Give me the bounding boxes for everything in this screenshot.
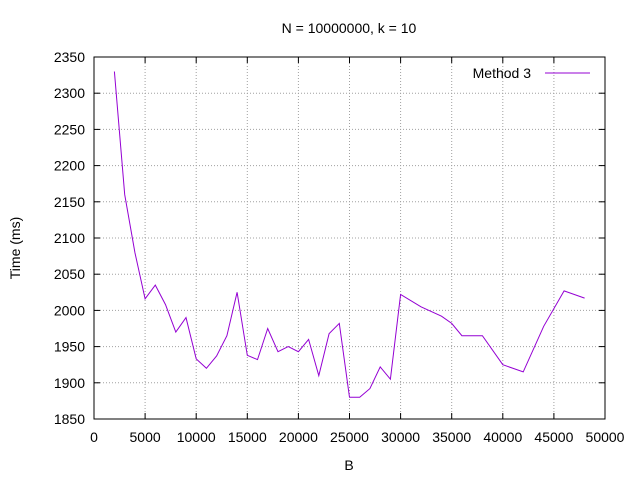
- x-axis-label: B: [344, 457, 353, 473]
- y-tick-label: 2300: [54, 85, 85, 101]
- x-tick-label: 45000: [534, 429, 573, 445]
- y-tick-label: 2150: [54, 194, 85, 210]
- y-tick-label: 2100: [54, 230, 85, 246]
- x-tick-label: 35000: [432, 429, 471, 445]
- y-tick-label: 1950: [54, 339, 85, 355]
- grid-lines: [94, 57, 605, 419]
- series-line-method-3: [113, 71, 585, 398]
- y-tick-label: 2000: [54, 302, 85, 318]
- y-axis-label: Time (ms): [7, 217, 23, 279]
- x-tick-label: 5000: [130, 429, 161, 445]
- x-tick-label: 0: [90, 429, 98, 445]
- chart-title: N = 10000000, k = 10: [282, 20, 417, 36]
- y-tick-label: 1850: [54, 411, 85, 427]
- y-tick-label: 1900: [54, 375, 85, 391]
- y-tick-label: 2250: [54, 121, 85, 137]
- x-tick-label: 25000: [330, 429, 369, 445]
- y-tick-label: 2350: [54, 49, 85, 65]
- x-tick-label: 40000: [483, 429, 522, 445]
- y-tick-label: 2200: [54, 158, 85, 174]
- x-tick-label: 50000: [586, 429, 625, 445]
- axis-ticks: 0 5000 10000 15000 20000 25000 30000 35000 40000…: [54, 49, 625, 445]
- x-tick-label: 30000: [381, 429, 420, 445]
- x-tick-label: 20000: [279, 429, 318, 445]
- y-tick-label: 2050: [54, 266, 85, 282]
- x-tick-label: 15000: [228, 429, 267, 445]
- legend-label: Method 3: [473, 65, 532, 81]
- legend: Method 3: [473, 65, 590, 81]
- series-layer: [113, 71, 585, 398]
- plot-frame: [93, 56, 606, 420]
- x-tick-label: 10000: [177, 429, 216, 445]
